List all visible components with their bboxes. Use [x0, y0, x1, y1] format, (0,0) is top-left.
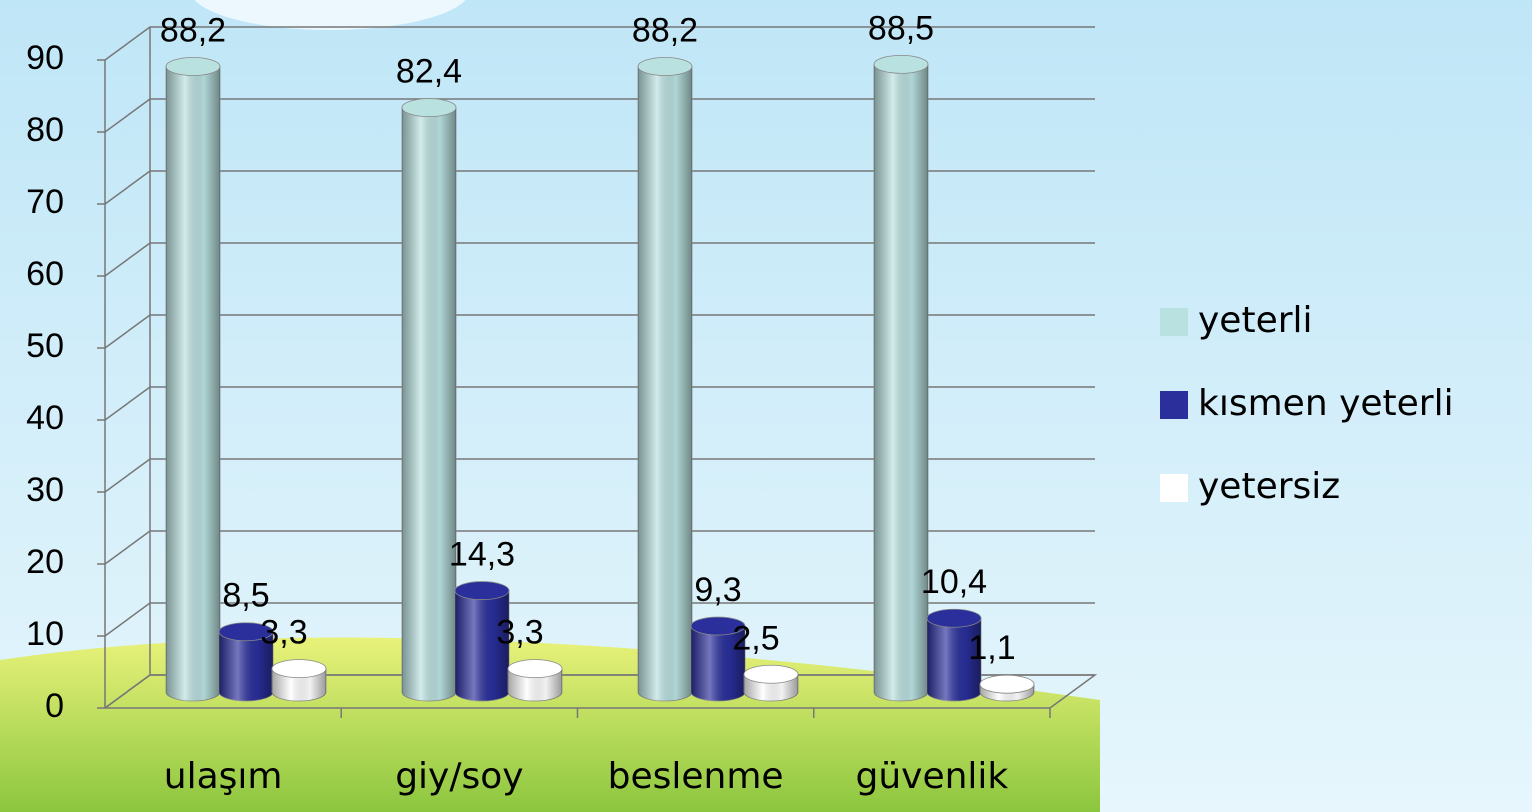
legend-swatch: [1160, 474, 1188, 502]
x-tick-label: ulaşım: [164, 756, 283, 797]
y-tick-label: 20: [26, 543, 64, 581]
value-label: 8,5: [222, 577, 269, 615]
cylinder-shade: [166, 66, 220, 702]
legend-swatch: [1160, 391, 1188, 419]
grid-line: [104, 386, 1095, 421]
cylinder-top: [165, 57, 221, 76]
grid-line: [104, 170, 1095, 205]
y-tick-label: 40: [26, 399, 64, 437]
y-tick-label: 50: [26, 327, 64, 365]
legend-label: yetersiz: [1198, 466, 1340, 507]
grid-line: [104, 26, 1095, 61]
value-label: 3,3: [496, 614, 543, 652]
y-tick-label: 80: [26, 111, 64, 149]
y-tick-label: 90: [26, 39, 64, 77]
value-label: 9,3: [694, 571, 741, 609]
grid-line: [104, 530, 1095, 565]
x-tick-label: güvenlik: [855, 756, 1008, 797]
legend-label: kısmen yeterli: [1198, 383, 1454, 424]
legend-label: yeterli: [1198, 300, 1313, 341]
cylinder-shade: [927, 618, 981, 701]
cylinder-top: [454, 581, 510, 600]
cylinder-top: [979, 674, 1035, 694]
cylinder-shade: [402, 107, 456, 701]
cylinder-shade: [455, 590, 509, 701]
value-label: 3,3: [260, 614, 307, 652]
cylinder-top: [507, 659, 563, 678]
cylinder-top: [873, 54, 929, 74]
cylinder-top: [401, 98, 457, 118]
value-label: 14,3: [449, 536, 515, 574]
cloud: [194, 0, 466, 30]
cylinder-top: [926, 608, 982, 628]
legend-swatch: [1160, 308, 1188, 336]
y-tick-label: 10: [26, 615, 64, 653]
cylinder-top: [637, 57, 693, 76]
value-label: 88,2: [632, 11, 698, 49]
value-label: 10,4: [921, 563, 987, 601]
grid-line: [104, 314, 1095, 349]
cylinder-shade: [638, 66, 692, 702]
y-tick-label: 60: [26, 255, 64, 293]
cylinder-top: [218, 622, 274, 642]
cylinder-shade: [691, 626, 745, 701]
y-tick-label: 30: [26, 471, 64, 509]
y-tick-label: 70: [26, 183, 64, 221]
value-label: 2,5: [732, 619, 779, 657]
cylinder-shade: [219, 631, 273, 701]
grid-line: [104, 242, 1095, 277]
x-tick-label: giy/soy: [395, 756, 523, 797]
y-tick-label: 0: [45, 687, 64, 725]
cylinder-top: [690, 616, 746, 636]
cylinder-top: [271, 659, 327, 678]
grid-line: [104, 458, 1095, 493]
cylinder-shade: [874, 64, 928, 701]
value-label: 82,4: [396, 53, 462, 91]
value-label: 88,2: [160, 11, 226, 49]
grid-line: [104, 98, 1095, 133]
cylinder-top: [743, 664, 799, 684]
value-label: 1,1: [968, 629, 1015, 667]
x-tick-label: beslenme: [608, 756, 784, 797]
grid-line: [104, 602, 1095, 637]
value-label: 88,5: [868, 9, 934, 47]
plot: 0102030405060708090ulaşım88,28,53,3giy/s…: [26, 9, 1453, 797]
